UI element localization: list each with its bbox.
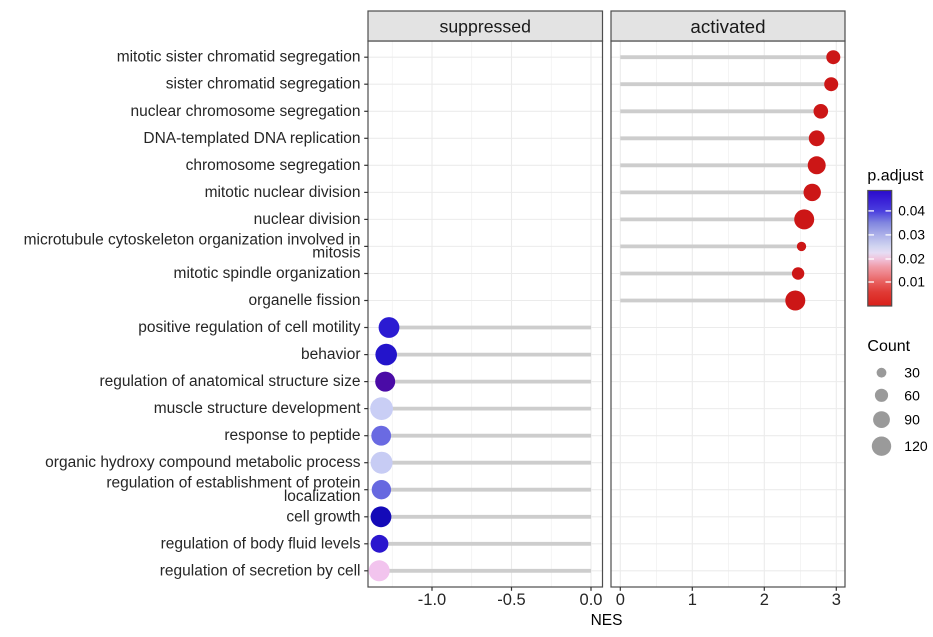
svg-text:-1.0: -1.0 [418, 591, 446, 609]
svg-text:localization: localization [284, 488, 361, 505]
svg-text:DNA-templated DNA replication: DNA-templated DNA replication [143, 130, 360, 147]
svg-text:30: 30 [904, 365, 920, 381]
svg-text:suppressed: suppressed [439, 17, 530, 37]
svg-text:3: 3 [832, 591, 841, 609]
svg-text:-0.5: -0.5 [497, 591, 525, 609]
svg-text:cell growth: cell growth [286, 508, 360, 525]
svg-text:nuclear chromosome segregation: nuclear chromosome segregation [130, 103, 360, 120]
svg-text:1: 1 [688, 591, 697, 609]
svg-text:mitotic sister chromatid segre: mitotic sister chromatid segregation [117, 49, 361, 66]
svg-text:regulation of anatomical struc: regulation of anatomical structure size [99, 373, 360, 390]
svg-text:60: 60 [904, 387, 920, 403]
svg-text:organelle fission: organelle fission [248, 292, 360, 309]
svg-text:regulation of establishment of: regulation of establishment of protein [106, 475, 360, 492]
svg-text:behavior: behavior [301, 346, 360, 363]
svg-text:muscle structure development: muscle structure development [154, 400, 361, 417]
svg-text:0.0: 0.0 [580, 591, 603, 609]
svg-text:0.01: 0.01 [898, 275, 925, 290]
svg-text:Count: Count [867, 338, 910, 355]
svg-text:0.02: 0.02 [898, 252, 925, 267]
svg-text:2: 2 [760, 591, 769, 609]
svg-text:mitotic spindle organization: mitotic spindle organization [174, 265, 361, 282]
svg-text:microtubule cytoskeleton organ: microtubule cytoskeleton organization in… [24, 231, 361, 248]
svg-text:mitosis: mitosis [312, 245, 360, 262]
svg-text:0.04: 0.04 [898, 203, 925, 218]
svg-text:organic hydroxy compound metab: organic hydroxy compound metabolic proce… [45, 454, 361, 471]
svg-text:activated: activated [690, 16, 765, 37]
svg-text:p.adjust: p.adjust [867, 168, 924, 185]
svg-text:0.03: 0.03 [898, 227, 925, 242]
svg-text:sister chromatid segregation: sister chromatid segregation [166, 76, 361, 93]
svg-text:NES: NES [591, 612, 623, 629]
svg-text:120: 120 [904, 438, 928, 454]
svg-text:mitotic nuclear division: mitotic nuclear division [205, 184, 361, 201]
svg-text:positive regulation of cell mo: positive regulation of cell motility [138, 319, 361, 336]
svg-text:regulation of secretion by cel: regulation of secretion by cell [160, 562, 361, 579]
svg-text:regulation of body fluid level: regulation of body fluid levels [161, 535, 361, 552]
svg-text:nuclear division: nuclear division [254, 211, 361, 228]
svg-text:chromosome segregation: chromosome segregation [186, 157, 361, 174]
svg-text:response to peptide: response to peptide [224, 427, 360, 444]
svg-text:0: 0 [616, 591, 625, 609]
svg-text:90: 90 [904, 412, 920, 428]
